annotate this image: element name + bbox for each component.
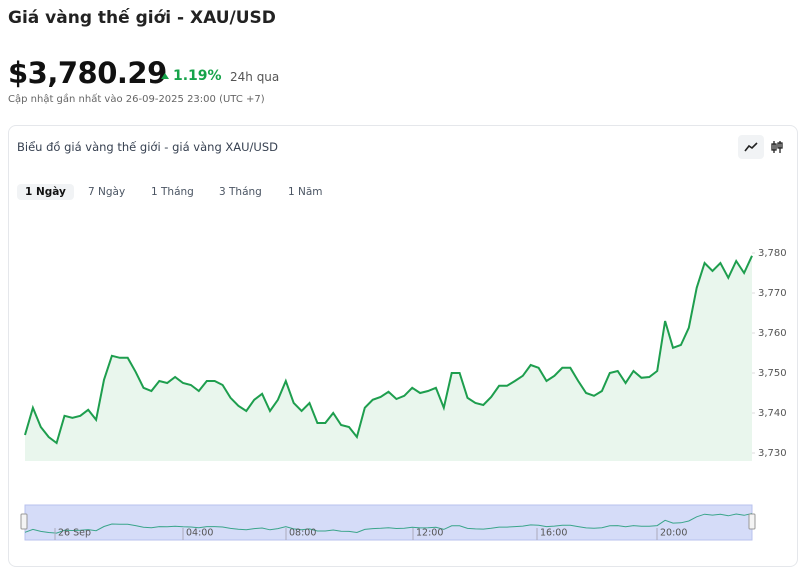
y-tick-label: 3,760 [758,328,787,339]
range-tab[interactable]: 3 Tháng [219,186,262,198]
change-period: 24h qua [230,70,280,84]
area [25,255,752,461]
range-tab[interactable]: 1 Năm [288,186,323,198]
range-tab[interactable]: 1 Ngày [17,184,74,200]
navigator-label: 08:00 [289,528,316,539]
navigator-handle[interactable] [748,513,756,530]
navigator-label: 12:00 [416,528,443,539]
y-tick-label: 3,740 [758,408,787,419]
price-line [24,255,753,445]
price: $3,780.29 [8,56,167,90]
y-tick-label: 3,770 [758,288,787,299]
chart: 3,730 3,740 3,750 3,760 3,770 3,780 26 Sep 04:0… [20,248,787,541]
navigator-label: 04:00 [186,528,213,539]
navigator-window [24,504,753,541]
navigator-handle[interactable] [20,513,28,530]
candle-chart-button[interactable] [764,135,790,159]
navigator-line [24,513,753,534]
range-tab[interactable]: 1 Tháng [151,186,194,198]
navigator-label: 16:00 [540,528,567,539]
navigator-label: 20:00 [660,528,687,539]
price-change: 1.19% [173,68,222,84]
line-chart-button[interactable] [738,135,764,159]
y-tick-label: 3,750 [758,368,787,379]
page-title: Giá vàng thế giới - XAU/USD [8,8,276,28]
card-title: Biểu đồ giá vàng thế giới - giá vàng XAU… [17,140,279,154]
updated-time: Cập nhật gần nhất vào 26-09-2025 23:00 (… [8,94,265,105]
up-arrow [161,73,169,79]
navigator-label: 26 Sep [58,528,91,539]
page: Giá vàng thế giới - XAU/USD $3,780.29 1.… [8,8,798,567]
range-tab[interactable]: 7 Ngày [88,186,126,198]
y-tick-label: 3,730 [758,448,787,459]
y-tick-label: 3,780 [758,248,787,259]
